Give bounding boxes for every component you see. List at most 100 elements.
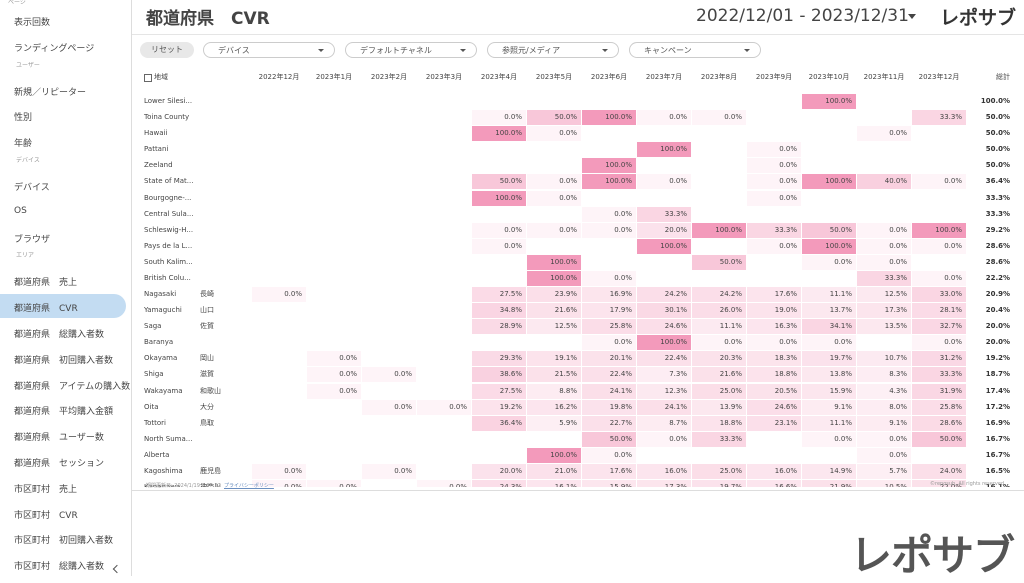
heat-cell: 16.2% xyxy=(527,399,581,415)
region-name: Oita xyxy=(144,402,159,411)
column-header: 2023年8月 xyxy=(700,73,738,81)
footer-divider xyxy=(132,490,1024,491)
sidebar-item[interactable]: 表示回数 xyxy=(14,18,51,28)
sidebar-item[interactable]: OS xyxy=(14,205,27,216)
row-total: 28.6% xyxy=(985,241,1010,250)
heat-cell: 25.8% xyxy=(582,319,636,335)
column-header: 2023年3月 xyxy=(425,73,463,81)
heat-cell: 0.0% xyxy=(857,447,911,463)
sidebar-item[interactable]: 都道府県 CVR xyxy=(14,304,78,315)
region-name: British Colu... xyxy=(144,273,191,282)
column-header: 2023年12月 xyxy=(918,73,960,81)
sidebar-item[interactable]: 都道府県 セッション xyxy=(14,459,105,469)
sidebar-item[interactable]: デバイス xyxy=(14,183,50,193)
sidebar-section: デバイス xyxy=(16,157,40,164)
region-name: Pattani xyxy=(144,145,169,154)
heatmap-table: 地域 2022年12月 2023年1月 2023年2月 2023年3月 2023年4月 20… xyxy=(140,70,1024,487)
heat-cell: 50.0% xyxy=(472,174,526,190)
heat-cell: 100.0% xyxy=(637,142,691,158)
heat-cell: 21.5% xyxy=(527,367,581,383)
sidebar-section: エリア xyxy=(16,252,35,260)
heat-cell: 0.0% xyxy=(912,238,966,254)
privacy-link[interactable]: プライバシーポリシー xyxy=(224,483,274,489)
heat-cell: 36.4% xyxy=(472,415,526,431)
filter-dropdown[interactable]: デバイス xyxy=(203,42,335,58)
heat-cell: 5.7% xyxy=(857,463,911,479)
column-header: 2023年7月 xyxy=(645,73,683,81)
heat-cell: 15.9% xyxy=(582,480,636,487)
region-name: Shiga xyxy=(144,370,164,379)
sidebar-item[interactable]: ブラウザ xyxy=(14,234,51,245)
date-range[interactable]: 2022/12/01 - 2023/12/31 xyxy=(696,6,909,26)
sidebar-item[interactable]: 都道府県 アイテムの購入数 xyxy=(14,381,131,392)
row-total: 50.0% xyxy=(985,113,1010,122)
sidebar-item[interactable]: 都道府県 総購入者数 xyxy=(14,330,105,340)
heat-cell: 16.0% xyxy=(747,463,801,479)
heat-cell: 19.2% xyxy=(472,399,526,415)
heat-cell: 100.0% xyxy=(637,238,691,254)
row-total: 20.9% xyxy=(985,290,1010,299)
heat-cell: 100.0% xyxy=(802,174,856,190)
heat-cell: 0.0% xyxy=(747,190,801,206)
active-highlight xyxy=(0,294,126,319)
sidebar-item[interactable]: 新規／リピーター xyxy=(14,87,87,98)
heat-cell: 0.0% xyxy=(527,174,581,190)
row-total: 28.6% xyxy=(985,257,1010,266)
sidebar-item[interactable]: 市区町村 CVR xyxy=(14,510,78,521)
reset-button[interactable]: リセット xyxy=(140,42,194,58)
sidebar-item[interactable]: 都道府県 売上 xyxy=(14,278,78,289)
heat-cell: 8.3% xyxy=(857,367,911,383)
heat-cell: 24.6% xyxy=(637,319,691,335)
heat-cell: 100.0% xyxy=(472,126,526,142)
sidebar-item[interactable]: 都道府県 ユーザー数 xyxy=(14,433,104,444)
filter-dropdown[interactable]: デフォルトチャネル xyxy=(345,42,477,58)
heat-cell: 0.0% xyxy=(362,463,416,479)
sidebar-item[interactable]: 都道府県 平均購入金額 xyxy=(14,407,114,418)
heat-cell: 0.0% xyxy=(582,206,636,222)
sidebar-item[interactable]: 市区町村 売上 xyxy=(14,484,78,495)
heat-cell: 19.1% xyxy=(527,351,581,367)
heat-cell: 0.0% xyxy=(472,222,526,238)
heat-cell: 0.0% xyxy=(637,431,691,447)
heat-cell: 0.0% xyxy=(912,335,966,351)
date-caret[interactable] xyxy=(908,14,916,23)
filter-dropdown[interactable]: 参照元/メディア xyxy=(487,42,619,58)
heat-cell: 100.0% xyxy=(582,110,636,126)
heat-cell: 0.0% xyxy=(307,351,361,367)
column-header: 2023年9月 xyxy=(755,73,793,81)
region-name: Wakayama xyxy=(144,386,183,395)
row-total: 20.0% xyxy=(985,322,1010,331)
heat-cell: 50.0% xyxy=(912,431,966,447)
heat-cell: 0.0% xyxy=(252,480,306,487)
heat-cell: 17.3% xyxy=(637,480,691,487)
heat-cell: 10.5% xyxy=(857,480,911,487)
row-total: 16.9% xyxy=(985,418,1010,427)
heat-cell: 100.0% xyxy=(802,238,856,254)
filter-dropdown[interactable]: キャンペーン xyxy=(629,42,761,58)
heat-cell: 0.0% xyxy=(637,174,691,190)
region-name: North Suma... xyxy=(144,434,193,443)
region-name: Bourgogne-... xyxy=(144,193,192,202)
sidebar-item[interactable]: ランディングページ xyxy=(14,43,95,54)
watermark-logo: レポサブ xyxy=(850,531,1015,580)
sidebar-item[interactable]: 性別 xyxy=(14,113,33,124)
heat-cell: 33.3% xyxy=(692,431,746,447)
heat-cell: 0.0% xyxy=(307,383,361,399)
sidebar-item[interactable]: 市区町村 総購入者数 xyxy=(14,562,105,573)
row-total: 33.3% xyxy=(985,193,1010,202)
heat-cell: 0.0% xyxy=(747,335,801,351)
sidebar-item[interactable]: 市区町村 初回購入者数 xyxy=(14,536,114,547)
collapse-chevron[interactable] xyxy=(112,564,122,574)
sidebar-item[interactable]: 都道府県 初回購入者数 xyxy=(14,355,114,366)
heat-cell: 33.3% xyxy=(857,270,911,286)
region-name: State of Mat... xyxy=(144,177,194,186)
heat-cell: 17.9% xyxy=(582,303,636,319)
heat-cell: 28.1% xyxy=(912,303,966,319)
heat-cell: 16.3% xyxy=(747,319,801,335)
heat-cell: 15.9% xyxy=(802,383,856,399)
heat-cell: 27.5% xyxy=(472,287,526,303)
row-total: 16.1% xyxy=(985,483,1010,487)
heat-cell: 0.0% xyxy=(747,142,801,158)
sidebar-item[interactable]: 年齢 xyxy=(14,139,33,150)
heat-cell: 11.1% xyxy=(692,319,746,335)
